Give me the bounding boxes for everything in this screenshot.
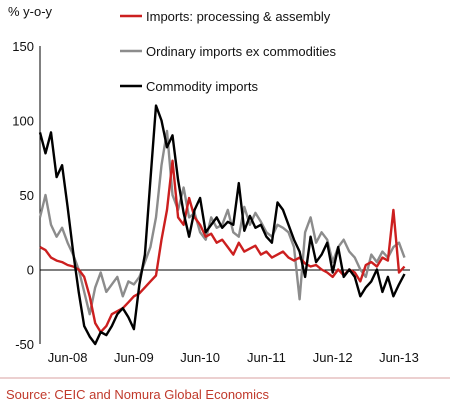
y-tick-label: 50 <box>20 188 34 203</box>
y-tick-label: 150 <box>12 39 34 54</box>
x-tick-label: Jun-12 <box>313 350 353 365</box>
x-tick-label: Jun-09 <box>114 350 154 365</box>
series-line <box>38 104 406 346</box>
legend: Imports: processing & assembly Ordinary i… <box>120 9 336 94</box>
x-tick-label: Jun-10 <box>180 350 220 365</box>
series-line <box>39 159 406 334</box>
x-tick-label: Jun-13 <box>379 350 419 365</box>
series-lines <box>38 104 406 346</box>
source-note: Source: CEIC and Nomura Global Economics <box>6 387 270 402</box>
x-tick-label: Jun-08 <box>48 350 88 365</box>
x-tick-label: Jun-11 <box>247 350 286 365</box>
legend-label: Imports: processing & assembly <box>146 9 331 24</box>
x-axis-ticks: Jun-08 Jun-09 Jun-10 Jun-11 Jun-12 Jun-13 <box>48 350 419 365</box>
y-axis-unit-label: % y-o-y <box>8 4 53 19</box>
legend-label: Commodity imports <box>146 79 258 94</box>
series-line <box>38 129 406 316</box>
y-tick-label: -50 <box>15 337 34 352</box>
y-axis-ticks: 150 100 50 0 -50 <box>12 39 34 352</box>
legend-label: Ordinary imports ex commodities <box>146 44 336 59</box>
y-tick-label: 100 <box>12 114 34 129</box>
y-tick-label: 0 <box>27 263 34 278</box>
